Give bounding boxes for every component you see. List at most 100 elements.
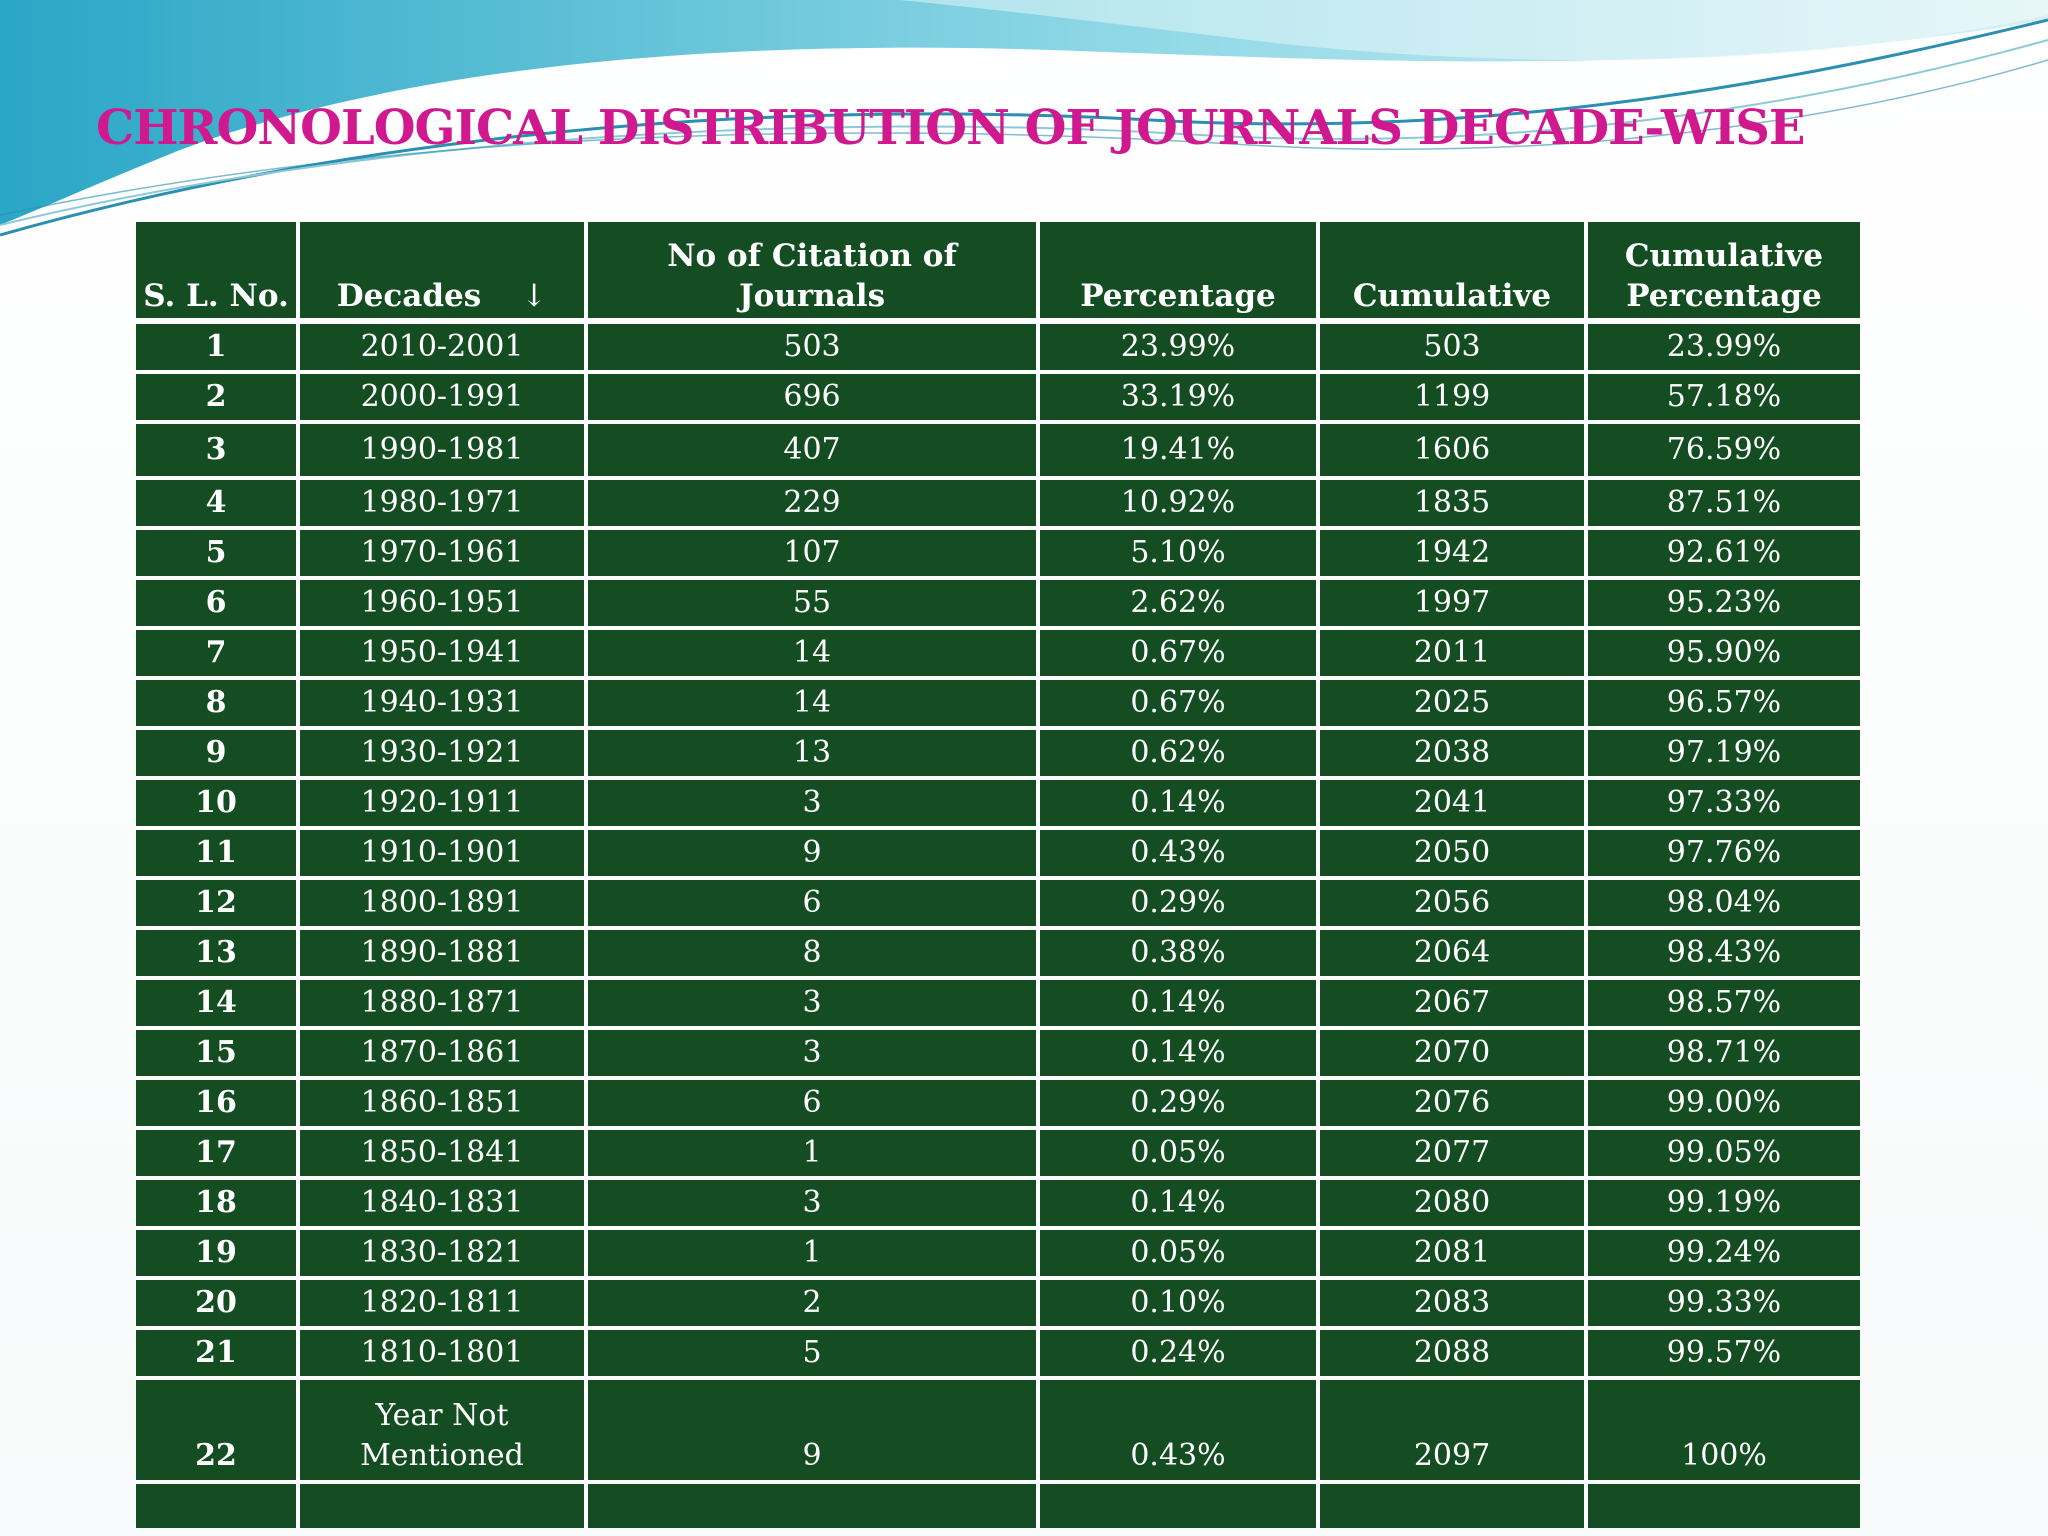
cell-citations: 107	[588, 530, 1040, 580]
cell-citations: 13	[588, 730, 1040, 780]
cell-decade: 1810-1801	[300, 1330, 588, 1380]
header-cumulative-percentage: Cumulative Percentage	[1588, 222, 1860, 324]
cell-citations: 8	[588, 930, 1040, 980]
cell-cumulative-percentage: 96.57%	[1588, 680, 1860, 730]
cell-cumulative: 2088	[1320, 1330, 1588, 1380]
cell-sl-no: 2	[136, 374, 300, 424]
table-row: 9 1930-1921 13 0.62% 2038 97.19%	[136, 730, 1860, 780]
cell-citations: 3	[588, 780, 1040, 830]
cell-decade: 1830-1821	[300, 1230, 588, 1280]
table-row: 19 1830-1821 1 0.05% 2081 99.24%	[136, 1230, 1860, 1280]
cell-citations: 3	[588, 1180, 1040, 1230]
table-row: 18 1840-1831 3 0.14% 2080 99.19%	[136, 1180, 1860, 1230]
table-row: 22 Year Not Mentioned 9 0.43% 2097 100%	[136, 1380, 1860, 1484]
cell-cumulative: 1606	[1320, 424, 1588, 480]
cell-percentage: 10.92%	[1040, 480, 1320, 530]
cell-decade: 1870-1861	[300, 1030, 588, 1080]
cell-decade: 1800-1891	[300, 880, 588, 930]
cell-cumulative: 2076	[1320, 1080, 1588, 1130]
cell-sl-no: 8	[136, 680, 300, 730]
cell-decade: 2000-1991	[300, 374, 588, 424]
cell-decade: 1880-1871	[300, 980, 588, 1030]
table-row: 10 1920-1911 3 0.14% 2041 97.33%	[136, 780, 1860, 830]
cell-cumulative-percentage: 23.99%	[1588, 324, 1860, 374]
cell-cumulative: 2081	[1320, 1230, 1588, 1280]
cell-citations: 2	[588, 1280, 1040, 1330]
cell-citations: 14	[588, 680, 1040, 730]
table-row: 4 1980-1971 229 10.92% 1835 87.51%	[136, 480, 1860, 530]
cell-sl-no: 11	[136, 830, 300, 880]
cell-empty	[1588, 1484, 1860, 1528]
table-row: 1 2010-2001 503 23.99% 503 23.99%	[136, 324, 1860, 374]
cell-cumulative: 503	[1320, 324, 1588, 374]
cell-cumulative: 1199	[1320, 374, 1588, 424]
cell-decade: 1910-1901	[300, 830, 588, 880]
table-row: 5 1970-1961 107 5.10% 1942 92.61%	[136, 530, 1860, 580]
cell-percentage: 0.38%	[1040, 930, 1320, 980]
header-percentage: Percentage	[1040, 222, 1320, 324]
cell-percentage: 0.29%	[1040, 880, 1320, 930]
cell-cumulative: 2050	[1320, 830, 1588, 880]
table-row: 15 1870-1861 3 0.14% 2070 98.71%	[136, 1030, 1860, 1080]
cell-decade: 1980-1971	[300, 480, 588, 530]
cell-sl-no: 20	[136, 1280, 300, 1330]
cell-decade: 1970-1961	[300, 530, 588, 580]
cell-percentage: 0.43%	[1040, 830, 1320, 880]
cell-decade: 2010-2001	[300, 324, 588, 374]
slide-title: CHRONOLOGICAL DISTRIBUTION OF JOURNALS D…	[96, 100, 1805, 156]
cell-decade: 1940-1931	[300, 680, 588, 730]
cell-sl-no: 15	[136, 1030, 300, 1080]
cell-citations: 9	[588, 1380, 1040, 1484]
table-row-empty	[136, 1484, 1860, 1528]
cell-percentage: 0.67%	[1040, 680, 1320, 730]
cell-percentage: 0.10%	[1040, 1280, 1320, 1330]
cell-cumulative-percentage: 99.24%	[1588, 1230, 1860, 1280]
cell-citations: 14	[588, 630, 1040, 680]
cell-cumulative-percentage: 98.04%	[1588, 880, 1860, 930]
cell-cumulative-percentage: 99.19%	[1588, 1180, 1860, 1230]
cell-sl-no: 5	[136, 530, 300, 580]
cell-cumulative-percentage: 97.33%	[1588, 780, 1860, 830]
table-row: 6 1960-1951 55 2.62% 1997 95.23%	[136, 580, 1860, 630]
cell-empty	[300, 1484, 588, 1528]
cell-cumulative: 1835	[1320, 480, 1588, 530]
cell-percentage: 0.05%	[1040, 1230, 1320, 1280]
cell-cumulative: 2038	[1320, 730, 1588, 780]
cell-cumulative-percentage: 99.05%	[1588, 1130, 1860, 1180]
cell-cumulative-percentage: 97.19%	[1588, 730, 1860, 780]
cell-cumulative-percentage: 98.57%	[1588, 980, 1860, 1030]
cell-percentage: 5.10%	[1040, 530, 1320, 580]
cell-decade: Year Not Mentioned	[300, 1380, 588, 1484]
cell-cumulative: 2097	[1320, 1380, 1588, 1484]
cell-empty	[1040, 1484, 1320, 1528]
cell-cumulative: 2070	[1320, 1030, 1588, 1080]
cell-decade: 1930-1921	[300, 730, 588, 780]
cell-percentage: 0.14%	[1040, 780, 1320, 830]
cell-decade-line2: Mentioned	[360, 1438, 524, 1473]
table-body: 1 2010-2001 503 23.99% 503 23.99% 2 2000-1991 69…	[136, 324, 1860, 1528]
cell-citations: 3	[588, 1030, 1040, 1080]
cell-citations: 6	[588, 880, 1040, 930]
table-row: 13 1890-1881 8 0.38% 2064 98.43%	[136, 930, 1860, 980]
cell-sl-no: 22	[136, 1380, 300, 1484]
cell-sl-no: 6	[136, 580, 300, 630]
cell-sl-no: 9	[136, 730, 300, 780]
cell-percentage: 23.99%	[1040, 324, 1320, 374]
cell-citations: 503	[588, 324, 1040, 374]
cell-cumulative: 2067	[1320, 980, 1588, 1030]
table-row: 21 1810-1801 5 0.24% 2088 99.57%	[136, 1330, 1860, 1380]
cell-cumulative: 2025	[1320, 680, 1588, 730]
cell-percentage: 0.14%	[1040, 980, 1320, 1030]
table-row: 20 1820-1811 2 0.10% 2083 99.33%	[136, 1280, 1860, 1330]
decorative-wave-header	[0, 0, 2048, 237]
cell-cumulative: 2041	[1320, 780, 1588, 830]
header-cum-pct-line1: Cumulative	[1624, 238, 1824, 274]
cell-citations: 3	[588, 980, 1040, 1030]
decade-distribution-table: S. L. No. Decades ↓ No of Citation of Jou…	[136, 222, 1860, 1528]
cell-citations: 1	[588, 1230, 1040, 1280]
cell-percentage: 0.62%	[1040, 730, 1320, 780]
header-sl-no: S. L. No.	[136, 222, 300, 324]
cell-cumulative-percentage: 92.61%	[1588, 530, 1860, 580]
cell-citations: 696	[588, 374, 1040, 424]
